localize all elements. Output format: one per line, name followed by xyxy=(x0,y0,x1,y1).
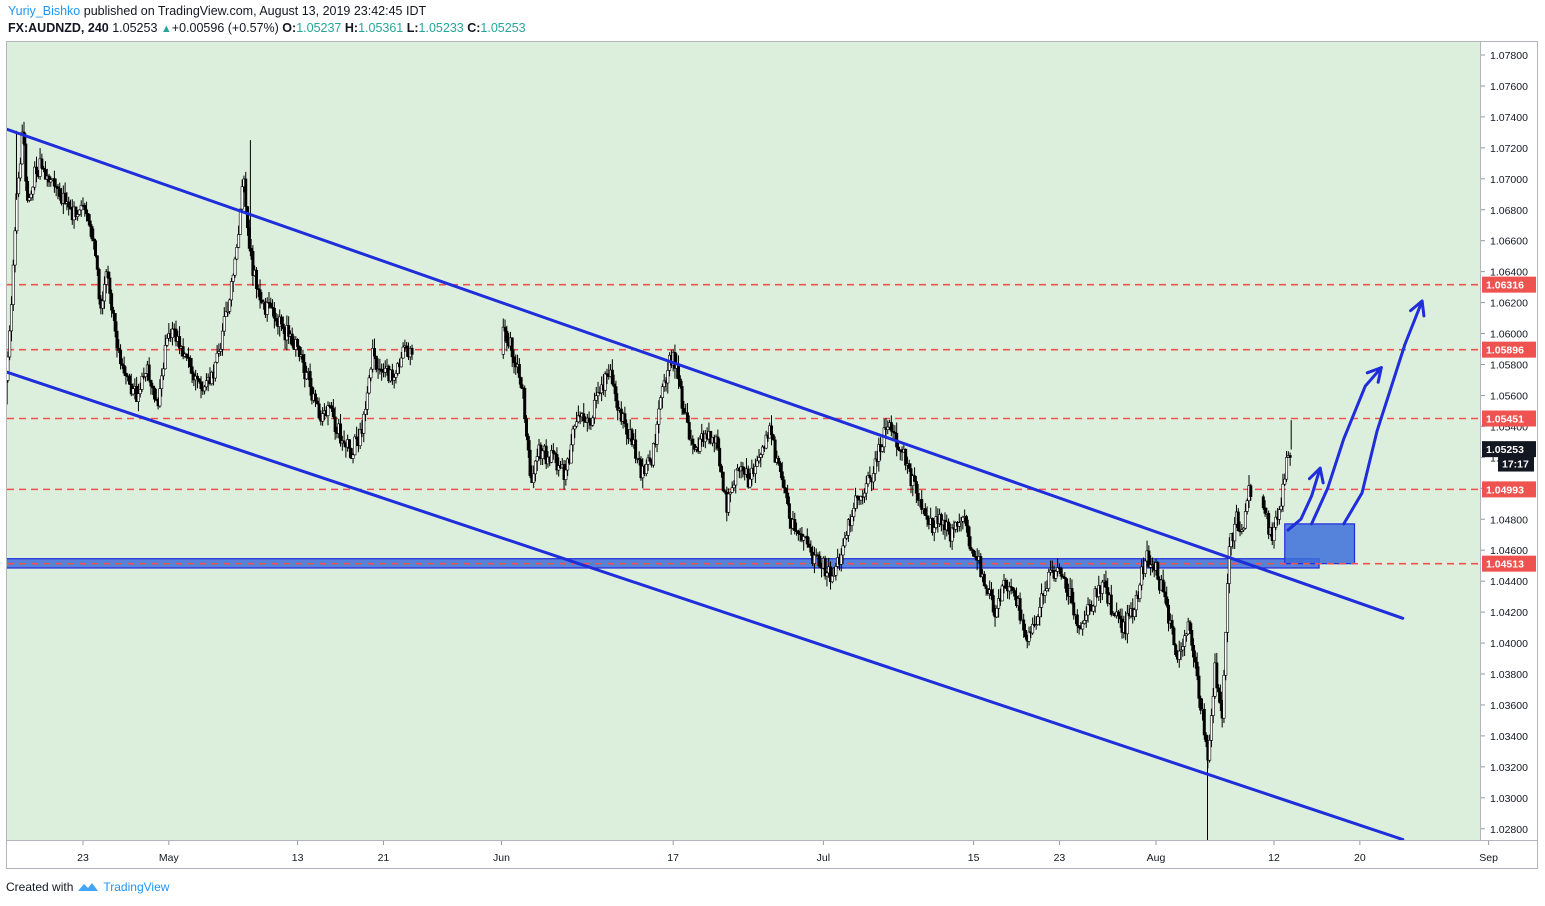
close-value: 1.05253 xyxy=(480,21,526,35)
tradingview-logo-icon xyxy=(78,883,99,891)
author-link[interactable]: Yuriy_Bishko xyxy=(8,4,81,18)
footer: Created with TradingView xyxy=(6,880,169,894)
up-triangle-icon: ▲ xyxy=(160,23,172,35)
high-label: H: xyxy=(344,21,359,35)
price-change: +0.00596 (+0.57%) xyxy=(171,21,279,35)
open-value: 1.05237 xyxy=(296,21,342,35)
symbol-name: FX:AUDNZD, xyxy=(8,21,85,35)
interval-label: 240 xyxy=(87,21,109,35)
created-with-text: Created with xyxy=(6,880,74,894)
last-price: 1.05253 xyxy=(112,21,158,35)
candle-body xyxy=(1,417,3,422)
high-value: 1.05361 xyxy=(358,21,404,35)
tradingview-brand[interactable]: TradingView xyxy=(103,880,170,894)
price-axis[interactable] xyxy=(1481,41,1538,841)
low-label: L: xyxy=(406,21,419,35)
open-label: O: xyxy=(282,21,297,35)
published-text: published on TradingView.com, August 13,… xyxy=(83,4,427,18)
time-axis[interactable] xyxy=(6,841,1538,869)
chart-attribution: Yuriy_Bishko published on TradingView.co… xyxy=(8,4,426,18)
low-value: 1.05233 xyxy=(418,21,464,35)
chart-pane[interactable] xyxy=(6,41,1481,841)
symbol-legend: FX:AUDNZD, 240 1.05253 ▲+0.00596 (+0.57%… xyxy=(8,21,526,35)
close-label: C: xyxy=(467,21,481,35)
